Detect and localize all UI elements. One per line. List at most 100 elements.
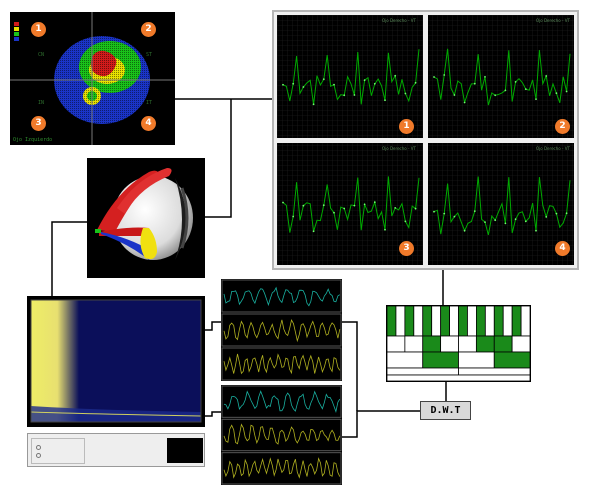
signal-point (545, 75, 548, 77)
signal-point (473, 82, 476, 85)
dwt-cell (484, 306, 495, 337)
signal-point (565, 90, 568, 93)
signal-point (545, 216, 548, 218)
signal-point (453, 215, 456, 218)
wave-strip-frame (221, 347, 342, 381)
signal-point (312, 230, 315, 233)
dwt-cell (458, 351, 495, 369)
dwt-cell (431, 306, 442, 337)
legend-option-1[interactable] (36, 445, 41, 450)
signal-point (414, 207, 417, 210)
signal-point (453, 94, 456, 96)
scale-yellow (14, 27, 19, 31)
signal-point (414, 81, 417, 84)
dwt-cell (440, 335, 459, 353)
dwt-cell (387, 335, 406, 353)
dwt-cell (458, 367, 530, 376)
signal-grid-canvas (277, 15, 574, 265)
dwt-decomposition-table (386, 305, 531, 382)
signal-point (443, 74, 446, 76)
signal-title-2: Ojo Derecho - VT (536, 18, 570, 23)
signal-point (353, 94, 356, 96)
dwt-cell (493, 351, 530, 369)
signal-point (353, 204, 356, 207)
eyeball-illustration (95, 168, 193, 260)
quadrant-label-st: ST (146, 52, 153, 58)
scale-red (14, 22, 19, 26)
dwt-cell (476, 306, 486, 337)
quadrant-label-in: IN (38, 100, 45, 106)
signal-title-1: Ojo Derecho - VT (382, 18, 416, 23)
dwt-cell (502, 306, 513, 337)
wave-strip-frame (221, 279, 342, 313)
signal-grid-frame: Ojo Derecho - VT Ojo Derecho - VT Ojo De… (272, 10, 579, 270)
dwt-cell (395, 306, 406, 337)
dwt-cells (387, 306, 530, 381)
dwt-cell (511, 335, 530, 353)
dwt-cell (387, 367, 459, 376)
dwt-cell (493, 335, 513, 353)
signal-point (443, 212, 446, 215)
quadrant-badge-3: 3 (31, 116, 46, 131)
dwt-cell (413, 306, 424, 337)
signal-title-4: Ojo Derecho - VT (536, 146, 570, 151)
signal-point (282, 201, 284, 204)
visual-field-map: 1 2 3 4 CN ST IN IT Ojo Izquierdo (10, 12, 175, 145)
heatmap-legend-box (27, 433, 205, 467)
dwt-cell (467, 306, 477, 337)
signal-point (504, 222, 507, 225)
eye-model-3d (87, 158, 205, 278)
wave-strip-frame (221, 313, 342, 347)
signal-point (565, 212, 568, 215)
upper-wave-traces (221, 279, 342, 381)
signal-point (312, 103, 315, 106)
signal-point (504, 89, 507, 92)
signal-point (292, 215, 295, 218)
wave-strip-trace (223, 457, 341, 479)
signal-point (343, 94, 346, 97)
heatmap-window (27, 296, 205, 469)
signal-point (384, 99, 386, 102)
signal-point (343, 207, 346, 210)
signal-point (514, 218, 517, 221)
signal-badge-4: 4 (555, 241, 570, 256)
signal-badge-3: 3 (399, 241, 414, 256)
signal-point (292, 82, 295, 85)
signal-point (322, 204, 325, 207)
signal-point (394, 207, 397, 209)
dwt-cell (404, 335, 424, 353)
dwt-cell (458, 335, 477, 353)
signal-point (373, 82, 376, 85)
signal-point (333, 83, 335, 86)
signal-point (363, 79, 366, 82)
wave-panel-upper (221, 279, 342, 381)
signal-point (394, 74, 397, 77)
signal-point (463, 101, 466, 104)
lower-wave-traces (221, 385, 342, 485)
wave-strip-trace (223, 286, 341, 307)
signal-point (494, 94, 497, 97)
signal-point (555, 92, 558, 95)
signal-point (535, 229, 537, 232)
dwt-cell (387, 374, 530, 381)
signal-point (484, 76, 486, 78)
wave-strip-trace (223, 353, 341, 375)
signal-trace-4 (433, 176, 571, 236)
signal-point (463, 229, 466, 232)
dwt-cell (422, 306, 433, 337)
dwt-cell (422, 335, 442, 353)
signal-point (373, 201, 376, 204)
dwt-cell (440, 306, 450, 337)
wave-panel-lower (221, 385, 342, 485)
quadrant-label-it: IT (146, 100, 153, 106)
signal-point (302, 86, 305, 88)
signal-trace-2 (433, 48, 571, 106)
heatmap-plot (27, 296, 205, 427)
signal-point (524, 88, 527, 90)
legend-option-2[interactable] (36, 453, 41, 458)
signal-point (333, 211, 335, 214)
dwt-cell (387, 351, 424, 369)
signal-point (473, 210, 476, 213)
signal-badge-2: 2 (555, 119, 570, 134)
